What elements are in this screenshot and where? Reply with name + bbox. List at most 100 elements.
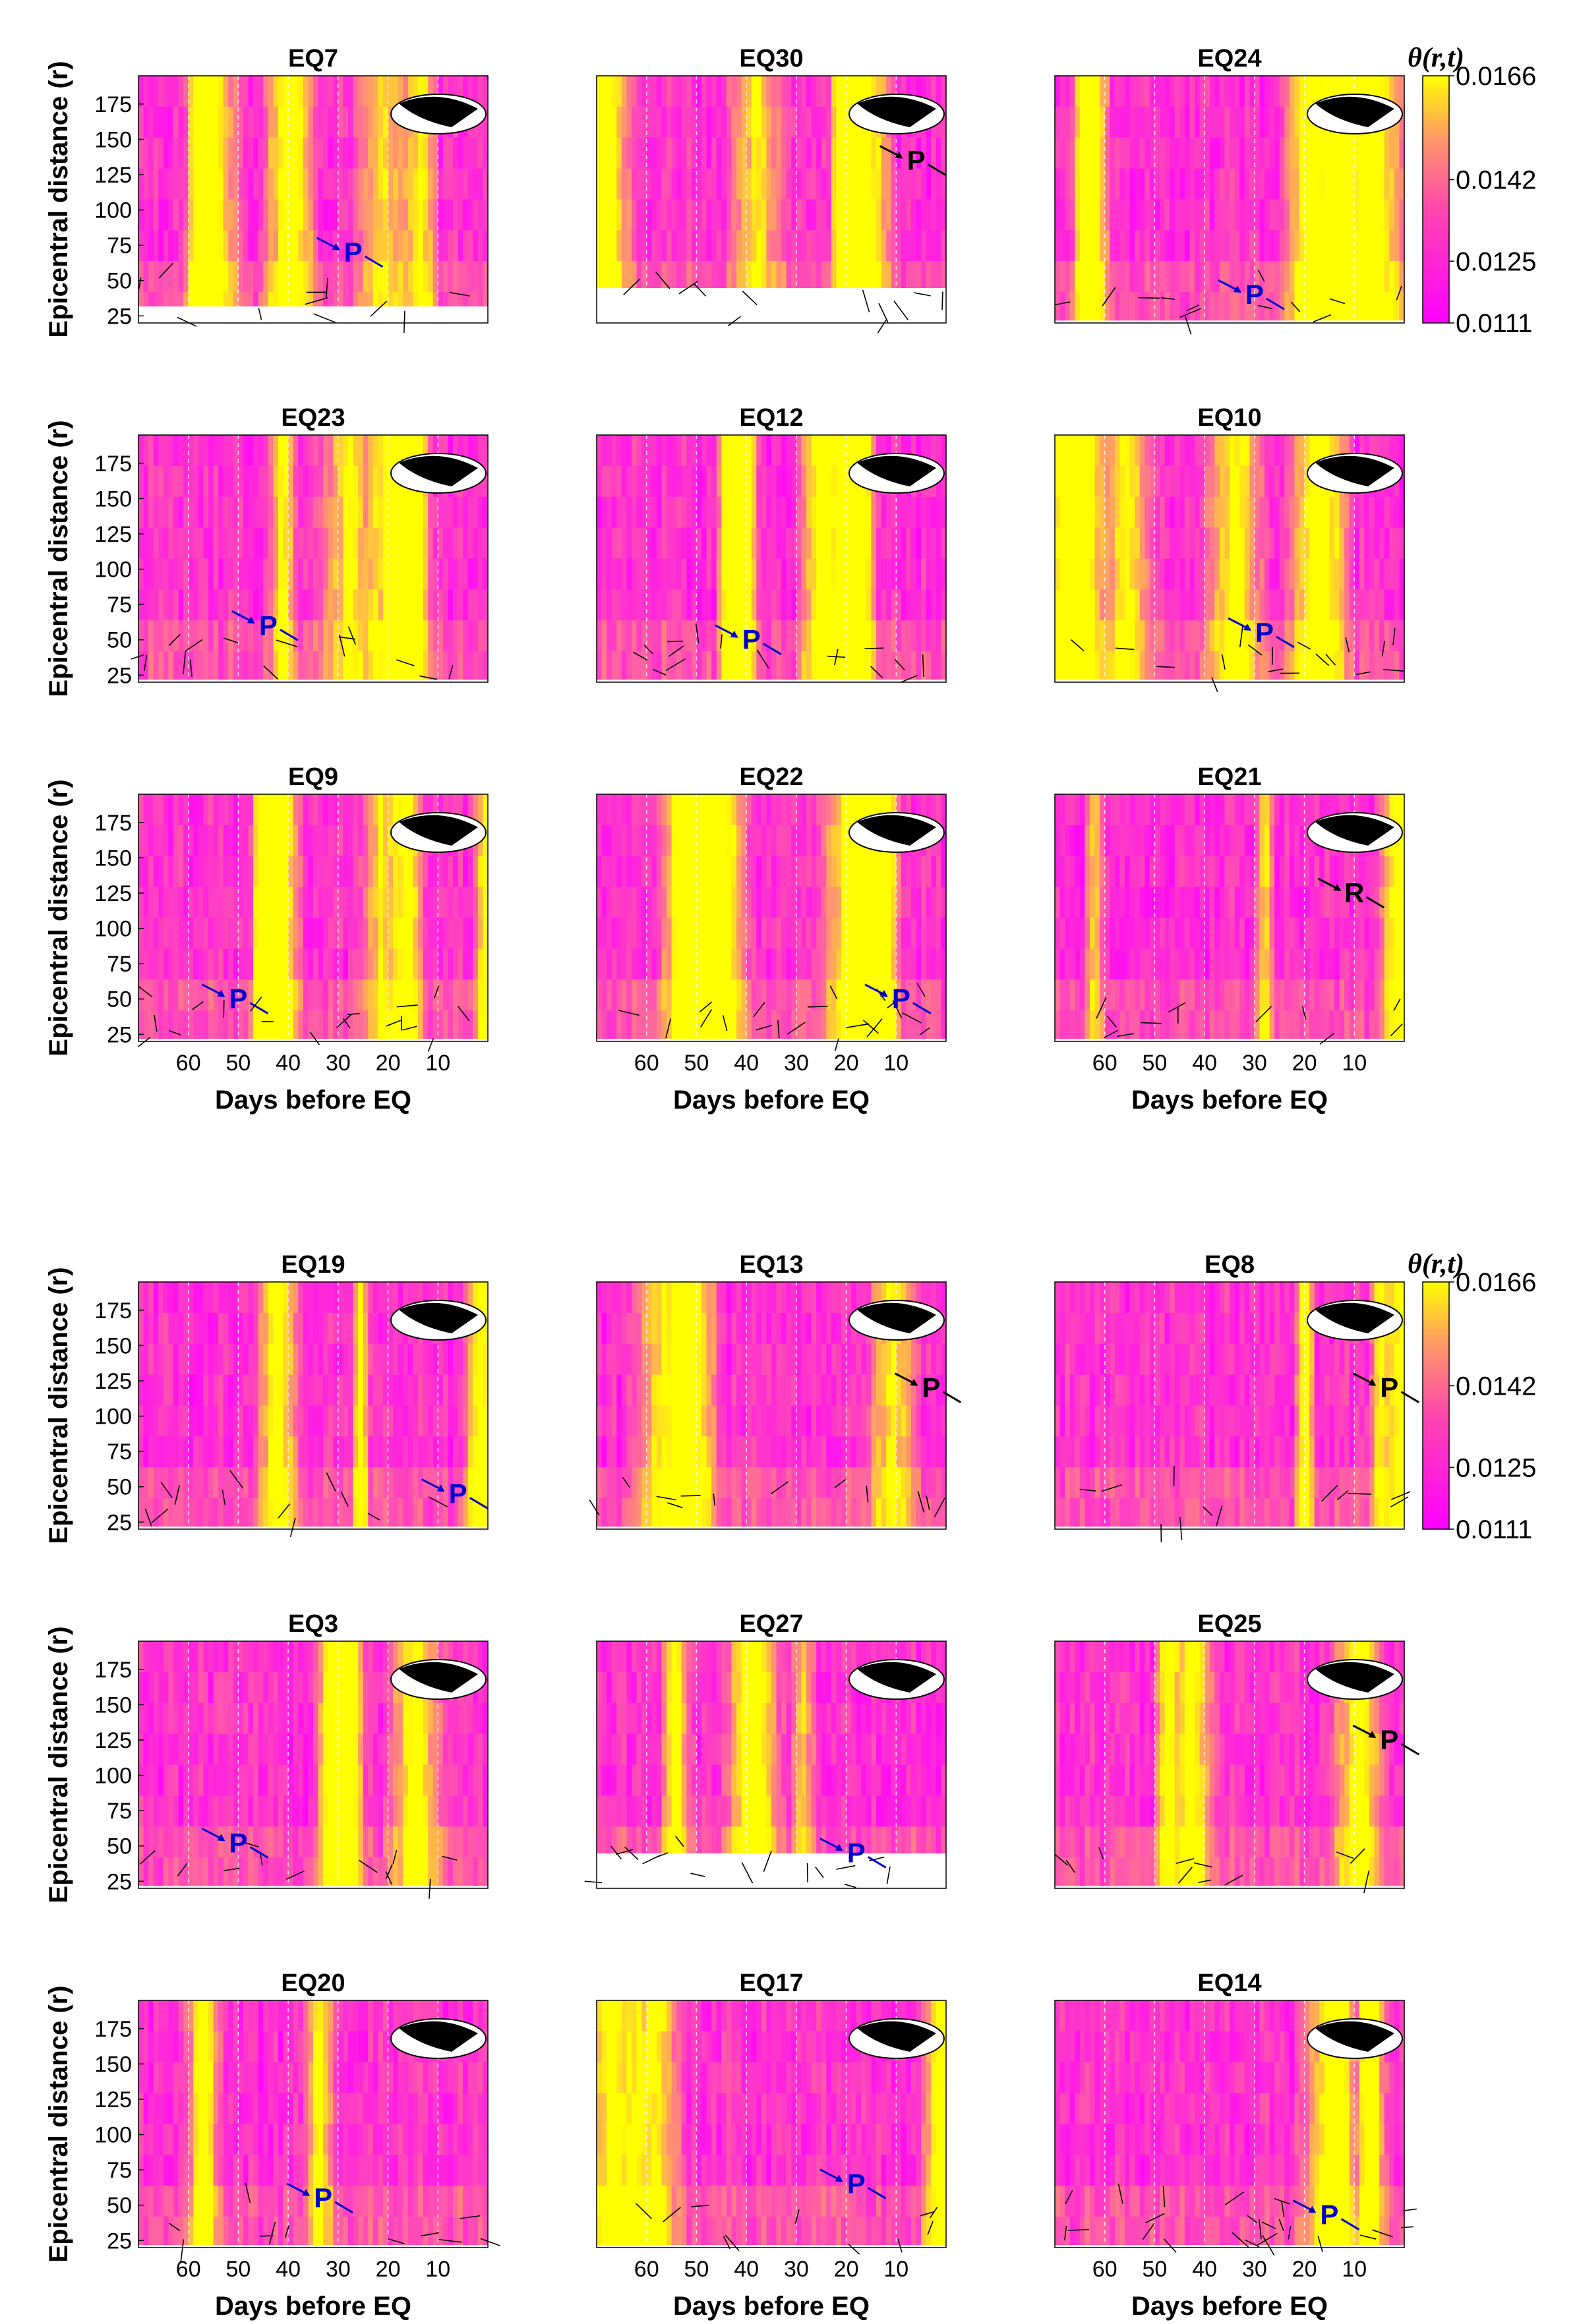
heatmap-cells	[1055, 1641, 1405, 1886]
x-tick-label: 40	[734, 1051, 759, 1076]
panel-eq14: EQ14 P 60 50 40 30 20 10 Days before EQ	[1054, 1969, 1417, 2321]
svg-text:P: P	[742, 624, 761, 655]
plot-frame	[138, 2000, 489, 2248]
event-arrows	[1063, 2184, 1417, 2256]
x-axis-label: Days before EQ	[215, 1086, 411, 1115]
precursor-marker: P	[1218, 279, 1285, 310]
colorbar-tick-label: 0.0111	[1456, 1515, 1532, 1544]
precursor-marker: P	[316, 237, 384, 268]
x-tick-label: 50	[1143, 2257, 1168, 2282]
heatmap-cells	[138, 435, 489, 680]
plot-frame	[596, 794, 947, 1042]
svg-text:P: P	[907, 145, 926, 176]
focal-mechanism-icon	[848, 1300, 945, 1341]
panel-eq12: EQ12 P	[596, 404, 947, 683]
focal-mechanism-icon	[848, 1659, 945, 1700]
plot-frame	[138, 1641, 489, 1889]
x-tick-label: 50	[226, 1051, 251, 1076]
heatmap-cells	[1055, 794, 1405, 1039]
y-axis-label: Epicentral distance (r)	[44, 779, 73, 1056]
event-arrows	[131, 626, 454, 680]
event-arrows	[589, 1476, 945, 1517]
x-tick-label: 60	[634, 2257, 659, 2282]
y-tick-label: 175	[94, 1658, 132, 1683]
y-tick-label: 175	[94, 1298, 132, 1323]
x-tick-label: 40	[1192, 2257, 1217, 2282]
svg-text:P: P	[259, 610, 278, 641]
x-tick-label: 40	[1192, 1051, 1217, 1076]
plot-frame	[596, 1281, 947, 1530]
precursor-marker: P	[1352, 1372, 1420, 1404]
y-tick-label: 75	[107, 593, 132, 618]
event-arrows	[1054, 270, 1402, 335]
y-tick-label: 150	[94, 846, 132, 871]
focal-mechanism-icon	[848, 453, 945, 494]
panel-title: EQ19	[281, 1251, 345, 1279]
colorbar-tick-label: 0.0166	[1456, 1268, 1536, 1297]
plot-frame	[1054, 75, 1405, 324]
focal-mechanism-icon	[390, 1300, 487, 1341]
y-tick-label: 25	[107, 1869, 132, 1894]
y-tick-label: 100	[94, 917, 132, 942]
panel-title: EQ21	[1197, 763, 1261, 791]
x-tick-label: 30	[326, 1051, 351, 1076]
y-tick-label: 25	[107, 663, 132, 688]
x-tick-label: 60	[1092, 1051, 1117, 1076]
y-tick-label: 175	[94, 92, 132, 117]
heatmap-cells	[597, 435, 947, 680]
event-arrows	[636, 2203, 938, 2255]
precursor-marker: P	[879, 145, 947, 176]
plot-frame	[1054, 794, 1405, 1042]
svg-text:P: P	[1245, 279, 1264, 310]
colorbar-gradient	[1422, 75, 1450, 324]
precursor-marker: P	[201, 983, 269, 1015]
x-tick-label: 50	[226, 2257, 251, 2282]
colorbar-tick-label: 0.0142	[1456, 166, 1536, 195]
y-tick-label: 75	[107, 233, 132, 258]
y-tick-label: 125	[94, 1728, 132, 1753]
heatmap-cells	[1055, 76, 1405, 321]
y-axis-label: Epicentral distance (r)	[44, 1626, 73, 1903]
heatmap-cells	[1055, 435, 1405, 680]
panel-eq25: EQ25 P	[1054, 1610, 1420, 1894]
y-tick-label: 25	[107, 1510, 132, 1535]
y-tick-label: 125	[94, 1369, 132, 1394]
panel-eq23: EQ23 P 25 50 75 100 125 150 175 Epicentral distan…	[44, 404, 489, 697]
panel-title: EQ14	[1197, 1969, 1261, 1997]
svg-text:P: P	[1255, 617, 1274, 648]
plot-frame	[138, 794, 489, 1042]
y-tick-label: 175	[94, 2017, 132, 2042]
event-arrows	[633, 624, 924, 683]
panel-title: EQ20	[281, 1969, 345, 1997]
panel-eq22: EQ22 P 60 50 40 30 20 10 Days before EQ	[596, 763, 947, 1115]
x-tick-label: 10	[1342, 2257, 1367, 2282]
x-tick-label: 40	[276, 1051, 301, 1076]
heatmap-cells	[138, 1641, 489, 1886]
plot-frame	[1054, 1641, 1405, 1889]
heatmap-cells	[1055, 2000, 1405, 2246]
panel-title: EQ30	[739, 45, 803, 73]
y-tick-label: 125	[94, 2087, 132, 2112]
focal-mechanism-icon	[390, 1659, 487, 1700]
heatmap-cells	[138, 794, 489, 1039]
x-axis-label: Days before EQ	[215, 2292, 411, 2321]
panel-title: EQ8	[1205, 1251, 1255, 1279]
y-tick-label: 50	[107, 628, 132, 653]
focal-mechanism-icon	[1307, 1659, 1403, 1700]
x-tick-label: 50	[684, 1051, 709, 1076]
panel-title: EQ27	[739, 1610, 803, 1638]
plot-frame	[1054, 434, 1405, 683]
y-tick-label: 75	[107, 1439, 132, 1465]
x-tick-label: 20	[376, 1051, 401, 1076]
x-axis-label: Days before EQ	[1131, 2292, 1328, 2321]
y-tick-label: 75	[107, 2158, 132, 2183]
colorbar: θ(r,t)0.0166 0.0142 0.0125 0.0111	[1408, 1249, 1536, 1544]
precursor-marker: P	[819, 1837, 887, 1869]
y-tick-label: 25	[107, 2228, 132, 2253]
panel-eq3: EQ3 P 25 50 75 100 125 150 175 Epicentral distanc…	[44, 1610, 489, 1903]
panel-eq27: EQ27 P	[584, 1610, 947, 1889]
focal-mechanism-icon	[390, 94, 487, 134]
precursor-marker: P	[894, 1372, 962, 1404]
y-tick-label: 100	[94, 1405, 132, 1430]
event-arrows	[1070, 625, 1404, 692]
